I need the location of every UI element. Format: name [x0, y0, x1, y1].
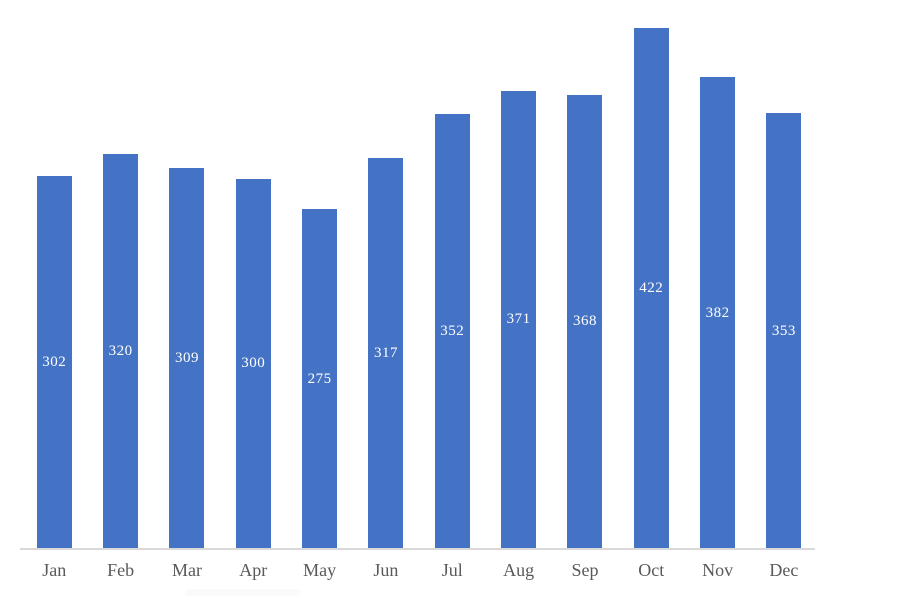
bar-value-label: 317 — [373, 344, 398, 361]
bar-oct: 422 — [633, 28, 669, 549]
x-tick-label-dec: Dec — [769, 560, 799, 580]
x-tick-label-apr: Apr — [239, 560, 268, 580]
bar-dec: 353 — [766, 113, 802, 549]
x-tick-label-may: May — [303, 560, 337, 580]
bar-value-label: 368 — [572, 313, 597, 330]
bar-value-label: 300 — [241, 355, 266, 372]
bar-value-label: 320 — [108, 342, 133, 359]
x-tick-label-jan: Jan — [42, 560, 67, 580]
bar-mar: 309 — [169, 167, 205, 549]
x-tick-label-jun: Jun — [373, 560, 399, 580]
bar-feb: 320 — [103, 153, 139, 549]
bar-jun: 317 — [368, 157, 404, 549]
x-tick-label-oct: Oct — [638, 560, 665, 580]
bar-value-label: 353 — [771, 322, 796, 339]
bar-jan: 302 — [36, 176, 72, 549]
bar-value-label: 309 — [174, 349, 199, 366]
bar-may: 275 — [302, 209, 338, 549]
x-tick-label-feb: Feb — [107, 560, 135, 580]
x-tick-label-aug: Aug — [503, 560, 535, 580]
bar-jul: 352 — [434, 114, 470, 549]
bar-value-label: 352 — [440, 323, 465, 340]
x-tick-label-sep: Sep — [571, 560, 599, 580]
bar-sep: 368 — [567, 94, 603, 549]
bottom-edge-artifact — [185, 589, 300, 596]
bar-value-label: 275 — [307, 370, 332, 387]
x-tick-label-mar: Mar — [171, 560, 202, 580]
bar-apr: 300 — [235, 178, 271, 549]
bar-nov: 382 — [700, 77, 736, 549]
bar-value-label: 371 — [506, 311, 531, 328]
bar-aug: 371 — [501, 90, 537, 549]
x-tick-label-jul: Jul — [441, 560, 463, 580]
bar-value-label: 382 — [705, 304, 730, 321]
x-axis-line — [20, 548, 815, 550]
x-tick-label-nov: Nov — [702, 560, 734, 580]
bar-value-label: 302 — [42, 354, 67, 371]
bar-value-label: 422 — [639, 280, 664, 296]
